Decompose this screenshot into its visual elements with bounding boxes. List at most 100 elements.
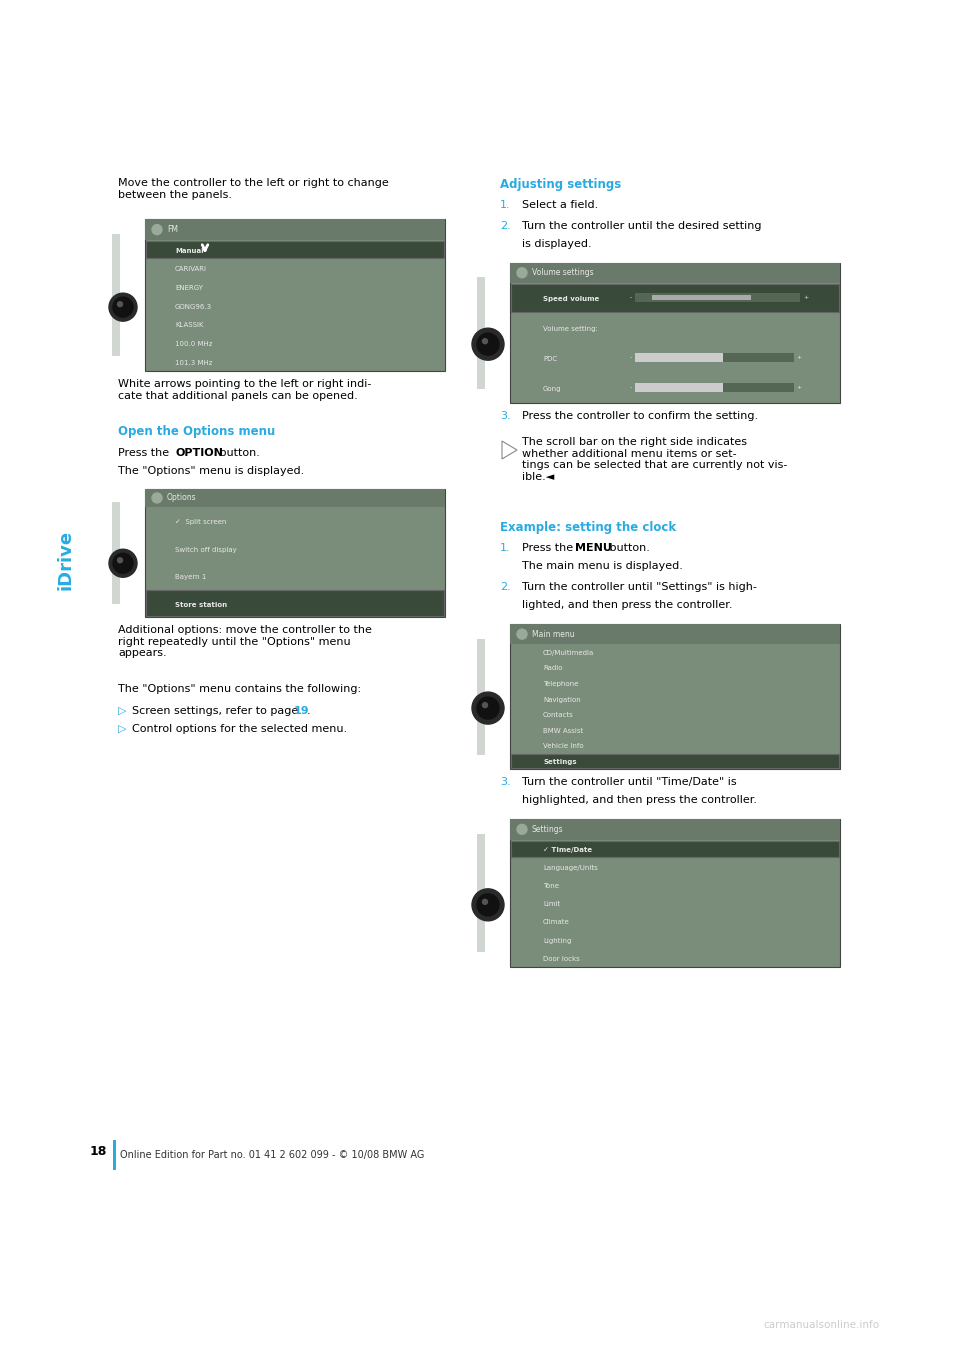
Text: Lighting: Lighting	[543, 937, 571, 944]
Text: +: +	[804, 295, 808, 300]
FancyBboxPatch shape	[511, 755, 839, 769]
Text: Contacts: Contacts	[543, 712, 574, 718]
Text: Telephone: Telephone	[543, 682, 578, 687]
Text: -: -	[630, 386, 632, 391]
Text: Turn the controller until "Settings" is high-: Turn the controller until "Settings" is …	[522, 583, 756, 592]
Text: ENERGY: ENERGY	[175, 285, 203, 291]
Text: Select a field.: Select a field.	[522, 200, 598, 210]
Circle shape	[477, 333, 499, 356]
Text: ✓  Split screen: ✓ Split screen	[175, 519, 227, 526]
Text: Navigation: Navigation	[543, 697, 581, 702]
Circle shape	[109, 293, 137, 320]
Text: 101.3 MHz: 101.3 MHz	[175, 360, 212, 365]
Text: Vehicle Info: Vehicle Info	[543, 743, 584, 750]
Text: 3.: 3.	[500, 411, 511, 421]
Text: Press the: Press the	[118, 448, 173, 458]
Circle shape	[483, 338, 488, 344]
Text: Door locks: Door locks	[543, 956, 580, 961]
Text: Turn the controller until the desired setting: Turn the controller until the desired se…	[522, 221, 761, 231]
Text: Gong: Gong	[543, 387, 562, 392]
Text: Move the controller to the left or right to change
between the panels.: Move the controller to the left or right…	[118, 178, 389, 200]
Text: Volume settings: Volume settings	[532, 269, 593, 277]
Text: button.: button.	[216, 448, 260, 458]
Polygon shape	[502, 441, 517, 459]
Text: +: +	[797, 386, 802, 391]
Text: BMW Assist: BMW Assist	[543, 728, 584, 733]
Text: Limit: Limit	[543, 902, 561, 907]
Text: CD/Multimedia: CD/Multimedia	[543, 650, 594, 656]
Text: -: -	[630, 295, 632, 300]
FancyBboxPatch shape	[510, 263, 840, 403]
Text: ▷: ▷	[118, 706, 127, 716]
Text: +: +	[797, 356, 802, 360]
FancyBboxPatch shape	[145, 489, 445, 507]
Text: -: -	[630, 356, 632, 360]
Text: Example: setting the clock: Example: setting the clock	[500, 521, 676, 534]
Circle shape	[117, 558, 123, 562]
FancyBboxPatch shape	[145, 219, 445, 240]
FancyBboxPatch shape	[636, 383, 723, 392]
Text: ▷: ▷	[118, 724, 127, 735]
Circle shape	[477, 894, 499, 915]
FancyBboxPatch shape	[510, 263, 840, 282]
Text: Control options for the selected menu.: Control options for the selected menu.	[132, 724, 348, 735]
FancyBboxPatch shape	[146, 591, 444, 617]
FancyBboxPatch shape	[510, 819, 840, 967]
Text: Settings: Settings	[532, 824, 564, 834]
Circle shape	[472, 693, 504, 724]
Text: CARIVARI: CARIVARI	[175, 266, 207, 272]
FancyBboxPatch shape	[112, 502, 120, 604]
Text: 1.: 1.	[500, 543, 511, 553]
FancyBboxPatch shape	[112, 234, 120, 356]
Text: 18: 18	[90, 1145, 108, 1158]
Text: The "Options" menu is displayed.: The "Options" menu is displayed.	[118, 466, 304, 477]
Text: Language/Units: Language/Units	[543, 865, 598, 870]
Circle shape	[517, 824, 527, 834]
Text: 2.: 2.	[500, 221, 511, 231]
FancyBboxPatch shape	[636, 293, 801, 301]
FancyBboxPatch shape	[636, 353, 794, 361]
Text: Press the controller to confirm the setting.: Press the controller to confirm the sett…	[522, 411, 758, 421]
Circle shape	[152, 493, 162, 502]
Text: Radio: Radio	[543, 665, 563, 671]
FancyBboxPatch shape	[113, 1139, 116, 1171]
Text: The "Options" menu contains the following:: The "Options" menu contains the followin…	[118, 684, 361, 694]
Text: Manual: Manual	[175, 247, 204, 254]
FancyBboxPatch shape	[477, 277, 485, 388]
Text: .: .	[307, 706, 311, 716]
Text: MENU: MENU	[575, 543, 612, 553]
FancyBboxPatch shape	[636, 383, 794, 392]
Text: Adjusting settings: Adjusting settings	[500, 178, 621, 191]
Circle shape	[472, 329, 504, 360]
Text: 19: 19	[294, 706, 310, 716]
Text: Climate: Climate	[543, 919, 569, 925]
Circle shape	[483, 702, 488, 708]
Text: Volume setting:: Volume setting:	[543, 326, 598, 333]
FancyBboxPatch shape	[511, 284, 839, 312]
FancyBboxPatch shape	[146, 242, 444, 258]
Text: Speed volume: Speed volume	[543, 296, 599, 303]
FancyBboxPatch shape	[652, 295, 751, 300]
Text: Additional options: move the controller to the
right repeatedly until the "Optio: Additional options: move the controller …	[118, 625, 372, 659]
FancyBboxPatch shape	[510, 623, 840, 644]
Circle shape	[113, 553, 133, 573]
Text: 2.: 2.	[500, 583, 511, 592]
Text: 100.0 MHz: 100.0 MHz	[175, 341, 212, 346]
Text: is displayed.: is displayed.	[522, 239, 591, 249]
Circle shape	[109, 549, 137, 577]
Text: highlighted, and then press the controller.: highlighted, and then press the controll…	[522, 794, 757, 805]
Text: Main menu: Main menu	[532, 630, 575, 638]
Text: Switch off display: Switch off display	[175, 546, 237, 553]
Text: Store station: Store station	[175, 602, 228, 607]
Text: Bayern 1: Bayern 1	[175, 574, 206, 580]
FancyBboxPatch shape	[511, 841, 839, 857]
FancyBboxPatch shape	[145, 219, 445, 371]
Text: Online Edition for Part no. 01 41 2 602 099 - © 10/08 BMW AG: Online Edition for Part no. 01 41 2 602 …	[120, 1150, 424, 1160]
FancyBboxPatch shape	[477, 834, 485, 952]
FancyBboxPatch shape	[510, 819, 840, 839]
Text: 1.: 1.	[500, 200, 511, 210]
Text: 3.: 3.	[500, 777, 511, 788]
Circle shape	[113, 297, 133, 318]
Circle shape	[472, 889, 504, 921]
Text: Settings: Settings	[543, 759, 577, 765]
